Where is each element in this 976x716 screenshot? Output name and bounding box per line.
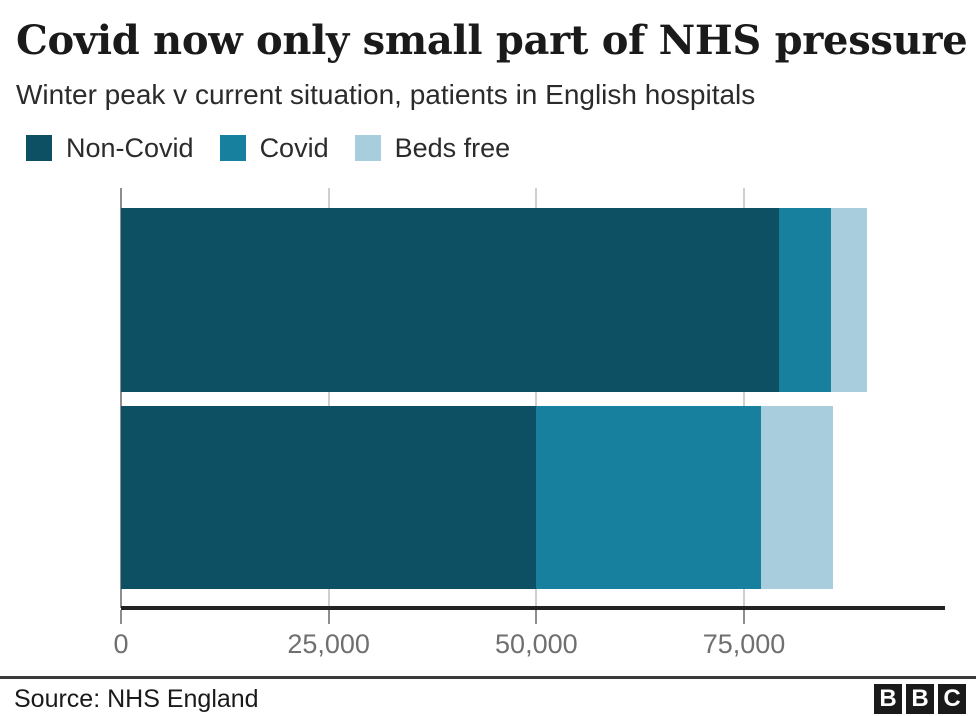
x-gridline (120, 188, 122, 608)
bbc-logo: B B C (874, 684, 966, 714)
x-axis-tick (120, 610, 122, 624)
square-swatch-icon (26, 135, 52, 161)
x-axis-line (121, 606, 945, 610)
bbc-logo-block-2: B (906, 684, 934, 714)
bar-segment-non-covid[interactable] (121, 208, 779, 392)
x-axis-tick (327, 610, 330, 624)
chart-subtitle: Winter peak v current situation, patient… (16, 79, 756, 110)
x-gridline (535, 188, 538, 608)
chart-legend: Non-Covid Covid Beds free (26, 128, 536, 168)
bar-group-18-jan[interactable] (121, 406, 833, 589)
page-title: Covid now only small part of NHS pressur… (16, 17, 968, 64)
x-gridline (327, 188, 330, 608)
bar-group-2-nov[interactable] (121, 208, 867, 392)
footer-divider (0, 676, 976, 679)
legend-label: Covid (259, 133, 329, 163)
bar-segment-beds-free[interactable] (831, 208, 867, 392)
legend-item-non-covid[interactable]: Non-Covid (26, 133, 194, 163)
legend-label: Beds free (394, 133, 511, 163)
bbc-logo-block-1: B (874, 684, 902, 714)
legend-item-beds-free[interactable]: Beds free (354, 133, 511, 163)
x-axis-tick (535, 610, 538, 624)
bar-segment-non-covid[interactable] (121, 406, 537, 589)
bar-segment-beds-free[interactable] (760, 406, 833, 589)
x-axis-tick-label: 50,000 (495, 629, 578, 659)
x-gridline (743, 188, 745, 608)
x-axis-tick-label: 25,000 (287, 629, 370, 659)
square-swatch-icon (219, 135, 246, 161)
bbc-logo-block-3: C (938, 684, 966, 714)
legend-item-covid[interactable]: Covid (219, 133, 329, 163)
x-axis-tick (743, 610, 745, 624)
legend-label: Non-Covid (66, 133, 194, 163)
source-note: Source: NHS England (14, 685, 259, 713)
x-axis-tick-label: 75,000 (702, 629, 786, 659)
bar-segment-covid[interactable] (778, 208, 832, 392)
bar-segment-covid[interactable] (536, 406, 761, 589)
x-axis-tick-label: 0 (113, 629, 129, 659)
square-swatch-icon (354, 135, 381, 161)
